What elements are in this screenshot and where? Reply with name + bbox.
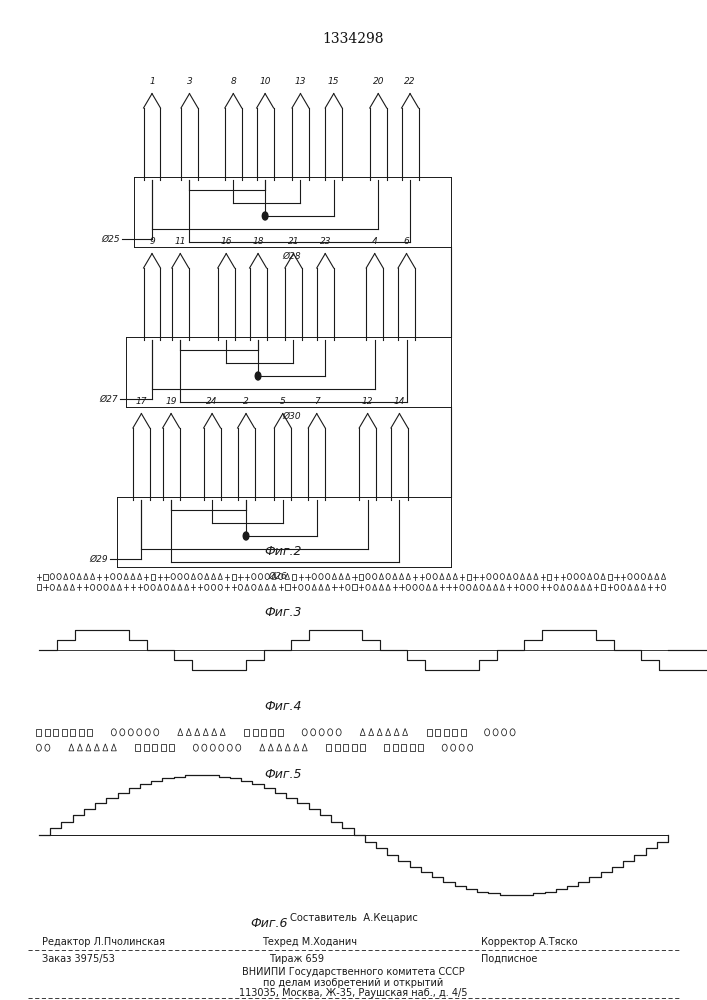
Text: Тираж 659: Тираж 659 [269, 954, 324, 964]
Bar [37, 584, 41, 590]
Text: 11: 11 [175, 237, 186, 246]
Bar [461, 729, 466, 736]
Text: Редактор Л.Пчолинская: Редактор Л.Пчолинская [42, 937, 165, 947]
Text: 7: 7 [314, 397, 320, 406]
Bar [45, 729, 49, 736]
Bar [344, 744, 349, 751]
Text: 10: 10 [259, 77, 271, 86]
Bar [70, 729, 75, 736]
Bar [402, 744, 407, 751]
Text: 6: 6 [404, 237, 409, 246]
Bar [410, 744, 415, 751]
Bar [286, 584, 290, 590]
Bar [547, 574, 551, 580]
Text: 9: 9 [149, 237, 155, 246]
Text: Ø27: Ø27 [100, 394, 118, 403]
Bar [361, 744, 366, 751]
Text: Фиг.6: Фиг.6 [250, 917, 288, 930]
Bar [452, 729, 457, 736]
Bar [436, 729, 440, 736]
Text: 13: 13 [295, 77, 306, 86]
Text: 20: 20 [373, 77, 384, 86]
Text: Фиг.4: Фиг.4 [264, 700, 302, 713]
Text: 113035, Москва, Ж-35, Раушская наб., д. 4/5: 113035, Москва, Ж-35, Раушская наб., д. … [239, 988, 468, 998]
Text: 5: 5 [280, 397, 286, 406]
Text: 19: 19 [165, 397, 177, 406]
Text: 4: 4 [372, 237, 378, 246]
Text: 12: 12 [362, 397, 373, 406]
Bar [44, 574, 48, 580]
Bar [136, 744, 141, 751]
Bar [327, 744, 332, 751]
Text: Корректор А.Тяско: Корректор А.Тяско [481, 937, 578, 947]
Bar [444, 729, 449, 736]
Circle shape [255, 372, 261, 380]
Bar [144, 744, 149, 751]
Text: Ø30: Ø30 [283, 412, 301, 421]
Text: 16: 16 [221, 237, 232, 246]
Text: Подписное: Подписное [481, 954, 537, 964]
Circle shape [262, 212, 268, 220]
Circle shape [243, 532, 249, 540]
Bar [62, 729, 66, 736]
Bar [232, 574, 236, 580]
Bar [253, 729, 258, 736]
Text: Ø28: Ø28 [283, 252, 301, 261]
Bar [601, 584, 605, 590]
Text: Фиг.2: Фиг.2 [264, 545, 302, 558]
Bar [245, 729, 250, 736]
Text: 2: 2 [243, 397, 249, 406]
Text: ВНИИПИ Государственного комитета СССР: ВНИИПИ Государственного комитета СССР [242, 967, 465, 977]
Bar [88, 729, 92, 736]
Text: 15: 15 [328, 77, 339, 86]
Text: Ø25: Ø25 [102, 235, 120, 244]
Text: 14: 14 [394, 397, 405, 406]
Text: 21: 21 [288, 237, 299, 246]
Text: 18: 18 [252, 237, 264, 246]
Bar [78, 729, 83, 736]
Bar [279, 729, 284, 736]
Bar [352, 744, 357, 751]
Text: 3: 3 [187, 77, 192, 86]
Bar [393, 744, 398, 751]
Bar [151, 574, 156, 580]
Bar [54, 729, 58, 736]
Text: 1334298: 1334298 [323, 32, 384, 46]
Text: Ø26: Ø26 [269, 572, 287, 581]
Bar [170, 744, 175, 751]
Bar [359, 574, 363, 580]
Text: 22: 22 [404, 77, 416, 86]
Text: Техред М.Ходанич: Техред М.Ходанич [262, 937, 356, 947]
Text: Составитель  А.Кецарис: Составитель А.Кецарис [290, 913, 417, 923]
Text: Заказ 3975/53: Заказ 3975/53 [42, 954, 115, 964]
Text: 8: 8 [230, 77, 236, 86]
Bar [262, 729, 267, 736]
Bar [419, 744, 423, 751]
Bar [37, 729, 41, 736]
Text: по делам изобретений и открытий: по делам изобретений и открытий [264, 978, 443, 988]
Text: 24: 24 [206, 397, 218, 406]
Bar [427, 729, 432, 736]
Bar [607, 574, 612, 580]
Bar [153, 744, 158, 751]
Bar [335, 744, 340, 751]
Bar [270, 729, 275, 736]
Bar [292, 574, 296, 580]
Text: 23: 23 [320, 237, 331, 246]
Text: Фиг.3: Фиг.3 [264, 606, 302, 619]
Bar [353, 584, 357, 590]
Text: 17: 17 [136, 397, 147, 406]
Bar [161, 744, 166, 751]
Text: 1: 1 [149, 77, 155, 86]
Bar [467, 574, 471, 580]
Text: Фиг.5: Фиг.5 [264, 768, 302, 781]
Bar [385, 744, 390, 751]
Text: Ø29: Ø29 [90, 554, 108, 564]
